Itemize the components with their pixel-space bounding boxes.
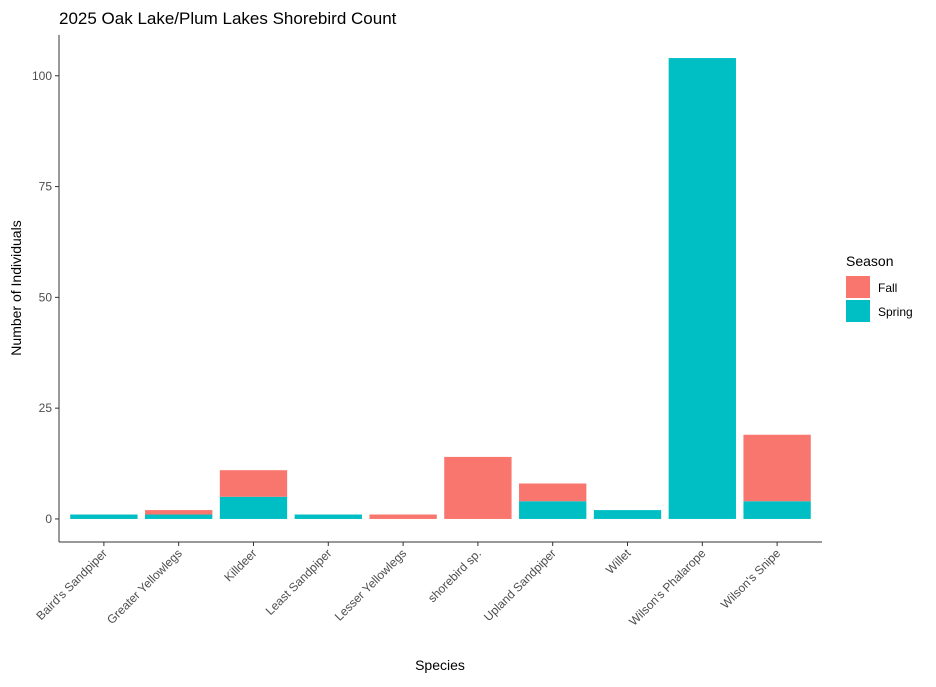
bar-spring: [519, 501, 587, 519]
bar-spring: [145, 514, 213, 519]
bar-spring: [743, 501, 811, 519]
legend-swatch-fall: [846, 276, 870, 298]
bar-spring: [70, 514, 138, 519]
legend-label: Fall: [878, 281, 897, 295]
bars: [70, 58, 811, 519]
x-tick-label: Wilson's Snipe: [718, 546, 784, 612]
bar-fall: [444, 456, 512, 519]
x-axis-label: Species: [415, 657, 465, 673]
bar-spring: [593, 510, 662, 519]
x-tick-label: Willet: [603, 546, 634, 577]
x-tick-label: Greater Yellowlegs: [104, 546, 185, 627]
x-tick-label: Baird's Sandpiper: [33, 546, 110, 623]
x-tick-label: Least Sandpiper: [263, 546, 335, 618]
y-tick-label: 100: [32, 69, 52, 83]
y-tick-label: 25: [39, 401, 53, 415]
bar-spring: [219, 496, 288, 519]
bar-fall: [369, 514, 437, 519]
x-tick-label: shorebird sp.: [425, 546, 484, 605]
chart-title: 2025 Oak Lake/Plum Lakes Shorebird Count: [59, 9, 397, 28]
y-tick-label: 0: [45, 512, 52, 526]
bar-fall: [743, 434, 811, 502]
bar-fall: [145, 510, 213, 515]
legend-title: Season: [846, 253, 893, 269]
bar-fall: [219, 470, 288, 497]
legend-label: Spring: [878, 305, 913, 319]
y-tick-label: 50: [39, 290, 53, 304]
bar-fall: [519, 483, 587, 502]
x-tick-label: Wilson's Phalarope: [626, 546, 708, 628]
y-ticks: 0 25 50 75 100: [32, 69, 59, 526]
legend: Season Fall Spring: [846, 253, 913, 322]
x-tick-label: Lesser Yellowlegs: [332, 546, 409, 623]
legend-swatch-spring: [846, 300, 870, 322]
bar-spring: [668, 58, 736, 519]
y-axis-label: Number of Individuals: [8, 220, 24, 355]
y-tick-label: 75: [39, 180, 53, 194]
x-tick-label: Killdeer: [221, 546, 259, 584]
x-tick-label: Upland Sandpiper: [481, 546, 559, 624]
bar-spring: [294, 514, 362, 519]
